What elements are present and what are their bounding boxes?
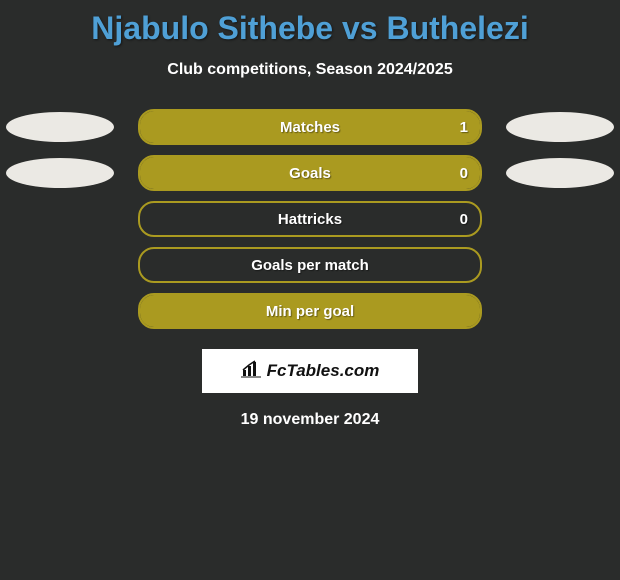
stat-label: Matches [280,119,340,136]
footer-date: 19 november 2024 [0,411,620,429]
page-subtitle: Club competitions, Season 2024/2025 [0,61,620,79]
stat-row: Hattricks 0 [0,203,620,235]
stat-row: Goals per match [0,249,620,281]
stat-bar: Min per goal [138,293,482,329]
player-oval-right [506,112,614,142]
stat-rows: Matches 1 Goals 0 Hattricks 0 Goals per match M… [0,111,620,327]
banner-label: FcTables.com [241,360,380,383]
stat-bar: Hattricks 0 [138,201,482,237]
player-oval-left [6,112,114,142]
stat-label: Min per goal [266,303,354,320]
banner-text: FcTables.com [267,361,380,381]
stat-label: Goals per match [251,257,369,274]
source-banner: FcTables.com [202,349,418,393]
bar-chart-icon [241,360,263,383]
stat-value-right: 0 [460,165,468,182]
stat-bar: Goals per match [138,247,482,283]
stat-bar: Goals 0 [138,155,482,191]
stat-bar: Matches 1 [138,109,482,145]
stat-row: Matches 1 [0,111,620,143]
stat-value-right: 1 [460,119,468,136]
stat-label: Goals [289,165,331,182]
stat-value-right: 0 [460,211,468,228]
stat-label: Hattricks [278,211,342,228]
comparison-infographic: Njabulo Sithebe vs Buthelezi Club compet… [0,0,620,580]
stat-row: Min per goal [0,295,620,327]
player-oval-right [506,158,614,188]
player-oval-left [6,158,114,188]
stat-row: Goals 0 [0,157,620,189]
page-title: Njabulo Sithebe vs Buthelezi [0,0,620,47]
